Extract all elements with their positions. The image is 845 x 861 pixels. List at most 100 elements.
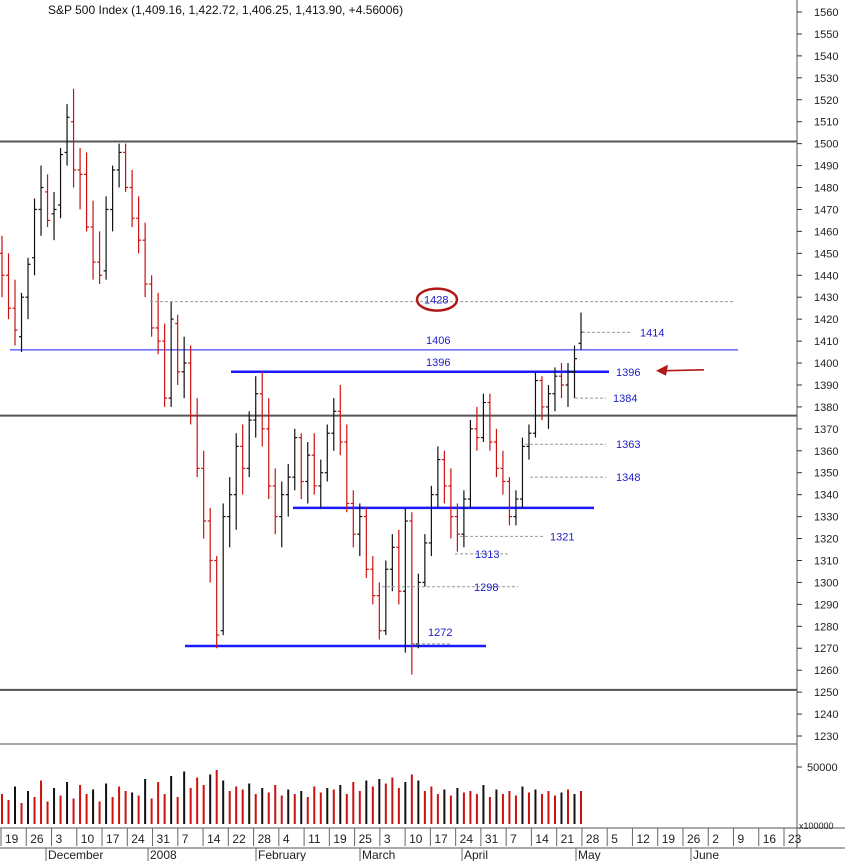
price-bar bbox=[370, 556, 376, 605]
y-tick-label: 1230 bbox=[814, 731, 838, 743]
date-tick-label: 17 bbox=[434, 832, 448, 846]
date-tick-label: 14 bbox=[535, 832, 549, 846]
price-bar bbox=[253, 376, 259, 438]
y-tick-label: 1500 bbox=[814, 139, 838, 151]
price-bar bbox=[71, 88, 77, 188]
price-bar bbox=[279, 481, 285, 548]
price-bar bbox=[162, 323, 168, 407]
price-bar bbox=[97, 231, 103, 285]
price-bar bbox=[513, 490, 519, 526]
price-bar bbox=[435, 446, 441, 508]
level-label-1298: 1298 bbox=[474, 582, 498, 594]
level-label-1396-right: 1396 bbox=[616, 367, 640, 379]
price-bar bbox=[467, 420, 473, 508]
date-tick-label: 28 bbox=[258, 832, 272, 846]
month-label: April bbox=[464, 848, 488, 861]
price-bar bbox=[558, 363, 564, 399]
y-tick-label: 1340 bbox=[814, 490, 838, 502]
y-tick-label: 1410 bbox=[814, 336, 838, 348]
date-tick-label: 4 bbox=[283, 832, 290, 846]
volume-panel bbox=[1, 770, 582, 824]
price-bar bbox=[383, 560, 389, 636]
price-bar bbox=[103, 196, 109, 280]
price-bar bbox=[474, 406, 480, 451]
y-tick-label: 1520 bbox=[814, 95, 838, 107]
price-bar bbox=[500, 450, 506, 495]
y-tick-label: 1250 bbox=[814, 687, 838, 699]
y-tick-label: 1420 bbox=[814, 314, 838, 326]
arrow-shaft bbox=[659, 369, 705, 372]
price-bar bbox=[285, 463, 291, 517]
price-bar bbox=[266, 398, 272, 500]
price-bar bbox=[578, 312, 584, 350]
date-tick-label: 10 bbox=[409, 832, 423, 846]
price-bar bbox=[539, 376, 545, 421]
price-bar bbox=[545, 384, 551, 429]
y-tick-label: 1270 bbox=[814, 643, 838, 655]
y-tick-label: 1260 bbox=[814, 665, 838, 677]
date-tick-label: 7 bbox=[182, 832, 189, 846]
level-label-1384: 1384 bbox=[613, 393, 637, 405]
price-bar bbox=[110, 165, 116, 232]
y-tick-label: 1430 bbox=[814, 292, 838, 304]
y-tick-label: 1450 bbox=[814, 248, 838, 260]
y-tick-label: 1440 bbox=[814, 270, 838, 282]
date-tick-label: 31 bbox=[157, 832, 171, 846]
price-bar bbox=[155, 292, 161, 355]
y-tick-label: 1510 bbox=[814, 117, 838, 129]
date-tick-label: 3 bbox=[384, 832, 391, 846]
price-bar bbox=[324, 424, 330, 482]
price-panel bbox=[0, 88, 797, 691]
price-bar bbox=[272, 468, 278, 535]
date-tick-label: 3 bbox=[56, 832, 63, 846]
price-bar bbox=[194, 398, 200, 478]
price-bar bbox=[519, 437, 525, 508]
date-tick-label: 21 bbox=[561, 832, 575, 846]
y-tick-label: 1350 bbox=[814, 468, 838, 480]
price-bar bbox=[298, 433, 304, 500]
y-tick-label: 1540 bbox=[814, 51, 838, 63]
price-bar bbox=[201, 450, 207, 539]
price-bar bbox=[77, 148, 83, 210]
price-bar bbox=[240, 424, 246, 495]
level-label-1428: 1428 bbox=[424, 295, 448, 307]
price-bar bbox=[0, 235, 5, 298]
price-bar bbox=[84, 152, 90, 232]
price-bar bbox=[493, 428, 499, 478]
price-bar bbox=[441, 450, 447, 504]
y-tick-label: 1550 bbox=[814, 29, 838, 41]
price-bar bbox=[552, 367, 558, 412]
price-bar bbox=[344, 424, 350, 513]
date-tick-label: 26 bbox=[30, 832, 44, 846]
price-bar bbox=[116, 143, 122, 188]
price-bar bbox=[207, 507, 213, 583]
price-bar bbox=[396, 529, 402, 605]
date-tick-label: 25 bbox=[359, 832, 373, 846]
month-label: December bbox=[48, 848, 103, 861]
level-label-1272: 1272 bbox=[428, 627, 452, 639]
level-label-1396: 1396 bbox=[426, 357, 450, 369]
price-bar bbox=[318, 459, 324, 508]
y-tick-label: 1380 bbox=[814, 402, 838, 414]
price-bar bbox=[64, 104, 70, 166]
y-tick-label: 1320 bbox=[814, 534, 838, 546]
level-label-1414: 1414 bbox=[640, 327, 664, 339]
level-label-1406: 1406 bbox=[426, 335, 450, 347]
price-bar bbox=[532, 371, 538, 438]
price-bar bbox=[305, 442, 311, 504]
date-tick-label: 19 bbox=[5, 832, 19, 846]
y-tick-label: 1300 bbox=[814, 577, 838, 589]
y-tick-label: 1330 bbox=[814, 512, 838, 524]
date-tick-label: 26 bbox=[687, 832, 701, 846]
price-bar bbox=[409, 512, 415, 675]
price-bar bbox=[259, 371, 265, 447]
price-bar bbox=[32, 198, 38, 276]
price-bar bbox=[246, 411, 252, 478]
price-bar bbox=[175, 314, 181, 385]
price-bar bbox=[357, 503, 363, 557]
date-tick-label: 11 bbox=[308, 832, 321, 846]
y-tick-label: 1310 bbox=[814, 555, 838, 567]
y-tick-label: 1560 bbox=[814, 7, 838, 19]
date-tick-label: 24 bbox=[460, 832, 474, 846]
